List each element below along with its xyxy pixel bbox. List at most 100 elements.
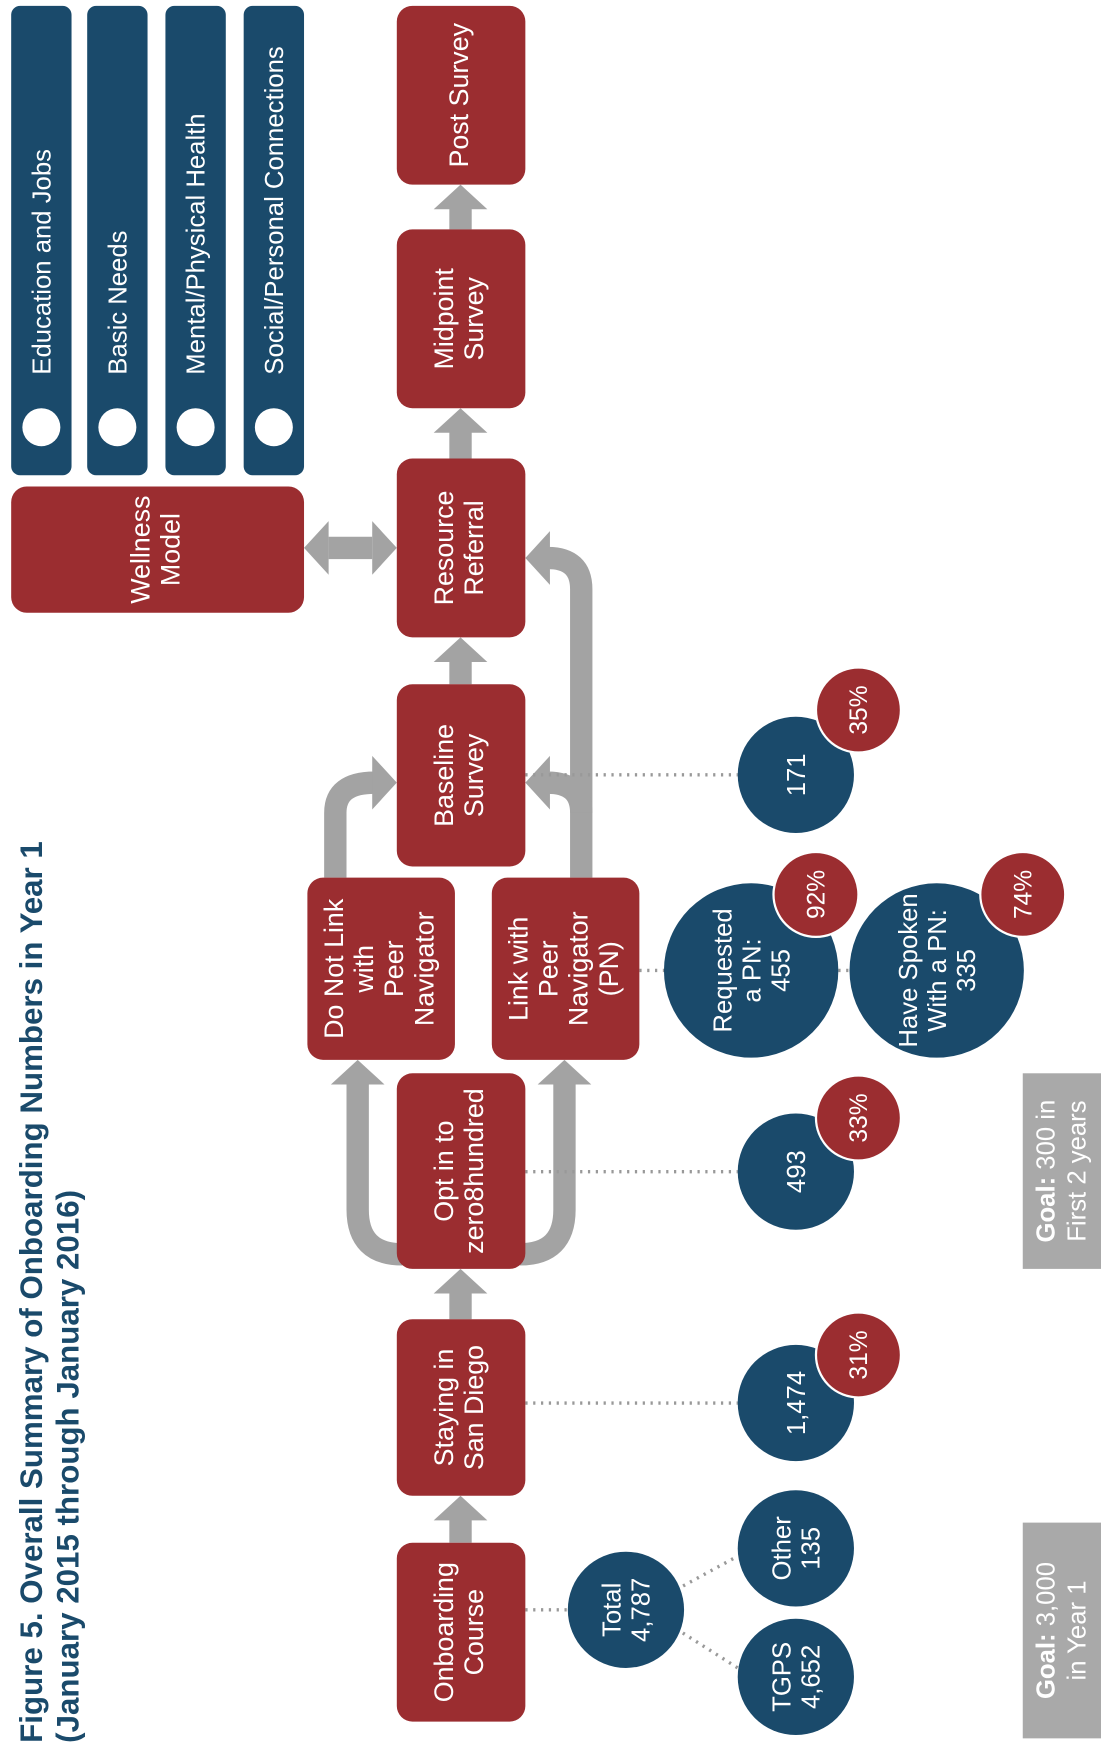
circle-label: 171 (783, 753, 811, 796)
circle-label-line: Other (768, 1516, 796, 1581)
box-label-line: Survey (459, 733, 489, 817)
box-label-line: Onboarding (429, 1562, 459, 1702)
process-box (396, 229, 526, 409)
percent-badge (814, 666, 903, 754)
goal-value: 300 in (1032, 1100, 1060, 1170)
category-label: Basic Needs (104, 230, 132, 374)
arrow-head (525, 755, 550, 810)
circle-label-line: 335 (953, 949, 981, 992)
circle-label-line: 135 (797, 1527, 825, 1570)
arrow-shaft (346, 1081, 403, 1266)
box-label-line: Wellness (126, 495, 156, 603)
arrow-head (433, 1268, 488, 1294)
count-circle (567, 1551, 685, 1668)
process-box (396, 1073, 526, 1269)
process-box (307, 877, 455, 1060)
percent-label: 74% (1010, 870, 1037, 919)
category-icon (98, 408, 137, 447)
circle-label-line: a PN: (738, 938, 766, 1002)
box-label-line: Model (156, 513, 186, 586)
box-label-line: Do Not Link (319, 898, 349, 1039)
arrow-head (372, 755, 397, 810)
process-box (396, 1319, 526, 1496)
circle-label-line: 493 (783, 1150, 811, 1193)
process-box (396, 458, 526, 638)
category-bar (243, 5, 305, 476)
box-label-line: Resource (429, 491, 459, 606)
category-icon (254, 408, 293, 447)
box-label: Post Survey (444, 22, 474, 167)
box-label-line: zero8hundred (459, 1088, 489, 1253)
arrow-shaft (324, 771, 375, 878)
percent-badge (814, 1074, 903, 1162)
box-label: Link withPeerNavigator(PN) (503, 911, 624, 1026)
box-label-line: Opt in to (429, 1120, 459, 1221)
box-label-line: (PN) (594, 941, 624, 996)
arrow-head (537, 1059, 592, 1085)
arrow-head (433, 637, 488, 662)
box-label-line: with (349, 945, 379, 994)
box-label-line: San Diego (459, 1345, 489, 1470)
goal-text: Goal: 300 in (1032, 1100, 1060, 1243)
goal-note: First 2 years (1063, 1100, 1091, 1241)
category-bar (87, 5, 148, 476)
box-label-line: Post Survey (444, 22, 474, 167)
circle-label-line: 4,652 (797, 1645, 825, 1709)
circle-label: 493 (783, 1150, 811, 1193)
box-label: Opt in tozero8hundred (429, 1088, 489, 1253)
circle-label: Other135 (768, 1516, 825, 1581)
percent-label: 35% (846, 685, 873, 734)
box-label-line: Peer (534, 940, 564, 997)
count-circle (737, 1490, 854, 1607)
goal-label: Goal: (1032, 1633, 1060, 1699)
box-label-line: Course (459, 1589, 489, 1675)
goal-box (1022, 1522, 1101, 1739)
circle-label-line: With a PN: (924, 909, 952, 1032)
box-label: Staying inSan Diego (429, 1345, 489, 1470)
box-label-line: Navigator (410, 911, 440, 1026)
category-label: Mental/Physical Health (183, 113, 211, 374)
circle-label: TGPS4,652 (768, 1642, 825, 1712)
circle-label-line: 455 (767, 949, 795, 992)
circle-label-line: Requested (709, 908, 737, 1032)
goal-label: Goal: (1032, 1177, 1060, 1243)
circle-label: Requesteda PN:455 (709, 908, 795, 1032)
circle-label: 1,474 (783, 1371, 811, 1435)
box-label-line: Baseline (429, 724, 459, 827)
box-label: BaselineSurvey (429, 724, 489, 827)
title: Figure 5. Overall Summary of Onboarding … (14, 841, 49, 1743)
category-bar (165, 5, 226, 476)
box-label-line: Staying in (429, 1349, 459, 1467)
goal-note: in Year 1 (1063, 1580, 1091, 1680)
circle-label-line: 1,474 (783, 1371, 811, 1435)
arrow-shaft (547, 771, 593, 814)
percent-label: 92% (804, 870, 831, 919)
circle-label-line: Have Spoken (895, 893, 923, 1047)
circle-label-line: TGPS (768, 1642, 796, 1712)
subtitle: (January 2015 through January 2016) (51, 1190, 86, 1743)
circle-label-line: Total (598, 1583, 626, 1637)
circle-label-line: 171 (783, 753, 811, 796)
percent-badge (979, 850, 1067, 939)
box-label-line: Referral (459, 500, 489, 595)
box-label-line: Survey (459, 276, 489, 360)
dotted-connector (675, 1554, 739, 1592)
box-label-line: Navigator (564, 911, 594, 1026)
arrow-head (304, 521, 329, 575)
arrow-head (433, 1495, 488, 1521)
percent-badge (814, 1311, 903, 1399)
box-label: MidpointSurvey (429, 268, 489, 370)
circle-label: Total4,787 (598, 1578, 655, 1642)
goal-text: Goal: 3,000 (1032, 1562, 1060, 1699)
category-label: Education and Jobs (28, 149, 56, 375)
arrow-head (330, 1059, 385, 1085)
circle-label-line: 4,787 (627, 1578, 655, 1642)
box-label-line: Midpoint (429, 268, 459, 370)
box-label: ResourceReferral (429, 491, 489, 606)
arrow-head (525, 531, 550, 585)
category-label: Social/Personal Connections (261, 46, 289, 374)
percent-label: 31% (846, 1330, 873, 1379)
count-circle (849, 883, 1024, 1058)
goal-space (1032, 1170, 1060, 1177)
category-bar (11, 5, 72, 476)
